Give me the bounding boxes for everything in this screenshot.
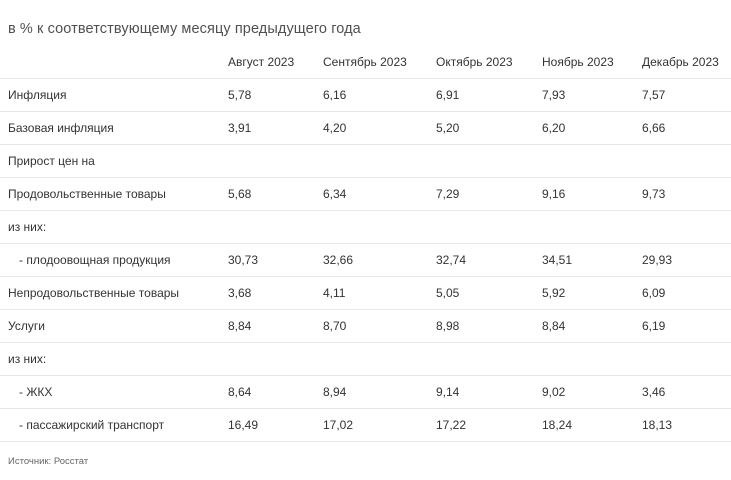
table-cell: 30,73 xyxy=(228,243,323,277)
table-cell xyxy=(436,210,542,244)
row-label: - ЖКХ xyxy=(0,375,228,409)
table-cell: 17,22 xyxy=(436,408,542,442)
table-cell: 29,93 xyxy=(642,243,731,277)
table-caption: в % к соответствующему месяцу предыдущег… xyxy=(8,21,361,37)
row-label: - плодоовощная продукция xyxy=(0,243,228,277)
table-cell: 3,46 xyxy=(642,375,731,409)
table-row: Непродовольственные товары 3,68 4,11 5,0… xyxy=(0,276,731,310)
table-cell: 3,68 xyxy=(228,276,323,310)
table-header-row: Август 2023 Сентябрь 2023 Октябрь 2023 Н… xyxy=(0,45,731,79)
table-cell: 32,74 xyxy=(436,243,542,277)
table-cell: 17,02 xyxy=(323,408,436,442)
table-cell: 6,66 xyxy=(642,111,731,145)
row-label: Базовая инфляция xyxy=(0,111,228,145)
table-cell xyxy=(323,144,436,178)
row-label: из них: xyxy=(0,342,228,376)
table-cell: 18,13 xyxy=(642,408,731,442)
column-header: Сентябрь 2023 xyxy=(323,45,436,79)
table-cell xyxy=(323,342,436,376)
table-cell: 9,02 xyxy=(542,375,642,409)
table-cell: 6,19 xyxy=(642,309,731,343)
table-cell: 6,16 xyxy=(323,78,436,112)
table-cell xyxy=(542,210,642,244)
table-cell xyxy=(642,210,731,244)
table-row: Инфляция 5,78 6,16 6,91 7,93 7,57 xyxy=(0,78,731,112)
row-label: Непродовольственные товары xyxy=(0,276,228,310)
table-cell: 5,78 xyxy=(228,78,323,112)
table-cell: 4,20 xyxy=(323,111,436,145)
table-row: - ЖКХ 8,64 8,94 9,14 9,02 3,46 xyxy=(0,375,731,409)
table-row: из них: xyxy=(0,210,731,244)
inflation-table: Август 2023 Сентябрь 2023 Октябрь 2023 Н… xyxy=(0,45,731,442)
source-note: Источник: Росстат xyxy=(8,456,89,467)
table-cell: 7,57 xyxy=(642,78,731,112)
row-label: - пассажирский транспорт xyxy=(0,408,228,442)
table-cell xyxy=(642,144,731,178)
table-cell: 8,84 xyxy=(542,309,642,343)
table-cell xyxy=(436,342,542,376)
table-cell: 8,94 xyxy=(323,375,436,409)
row-label: Услуги xyxy=(0,309,228,343)
table-row: Услуги 8,84 8,70 8,98 8,84 6,19 xyxy=(0,309,731,343)
table-cell: 9,14 xyxy=(436,375,542,409)
table-row: Прирост цен на xyxy=(0,144,731,178)
table-cell: 16,49 xyxy=(228,408,323,442)
table-cell: 5,68 xyxy=(228,177,323,211)
table-cell: 6,09 xyxy=(642,276,731,310)
table-cell xyxy=(228,210,323,244)
row-header-cell xyxy=(0,45,228,79)
column-header: Ноябрь 2023 xyxy=(542,45,642,79)
table-cell: 3,91 xyxy=(228,111,323,145)
table-cell xyxy=(228,342,323,376)
table-cell: 6,91 xyxy=(436,78,542,112)
row-label: Продовольственные товары xyxy=(0,177,228,211)
table-cell: 18,24 xyxy=(542,408,642,442)
table-row: Базовая инфляция 3,91 4,20 5,20 6,20 6,6… xyxy=(0,111,731,145)
table-cell: 5,20 xyxy=(436,111,542,145)
column-header: Август 2023 xyxy=(228,45,323,79)
table-cell: 6,34 xyxy=(323,177,436,211)
table-cell: 9,73 xyxy=(642,177,731,211)
table-cell xyxy=(323,210,436,244)
table-cell: 9,16 xyxy=(542,177,642,211)
table-cell: 6,20 xyxy=(542,111,642,145)
table-cell: 8,84 xyxy=(228,309,323,343)
table-cell: 8,98 xyxy=(436,309,542,343)
table-cell xyxy=(228,144,323,178)
column-header: Октябрь 2023 xyxy=(436,45,542,79)
table-cell: 8,64 xyxy=(228,375,323,409)
table-cell xyxy=(542,342,642,376)
table-row: Продовольственные товары 5,68 6,34 7,29 … xyxy=(0,177,731,211)
column-header: Декабрь 2023 xyxy=(642,45,731,79)
table-cell xyxy=(436,144,542,178)
table-cell: 5,05 xyxy=(436,276,542,310)
row-label: Прирост цен на xyxy=(0,144,228,178)
table-cell: 32,66 xyxy=(323,243,436,277)
table-row: - пассажирский транспорт 16,49 17,02 17,… xyxy=(0,408,731,442)
row-label: из них: xyxy=(0,210,228,244)
table-cell: 4,11 xyxy=(323,276,436,310)
table-cell: 7,93 xyxy=(542,78,642,112)
table-cell xyxy=(642,342,731,376)
table-cell: 8,70 xyxy=(323,309,436,343)
table-cell: 34,51 xyxy=(542,243,642,277)
table-row: - плодоовощная продукция 30,73 32,66 32,… xyxy=(0,243,731,277)
table-cell: 7,29 xyxy=(436,177,542,211)
table-cell: 5,92 xyxy=(542,276,642,310)
table-row: из них: xyxy=(0,342,731,376)
table-cell xyxy=(542,144,642,178)
row-label: Инфляция xyxy=(0,78,228,112)
